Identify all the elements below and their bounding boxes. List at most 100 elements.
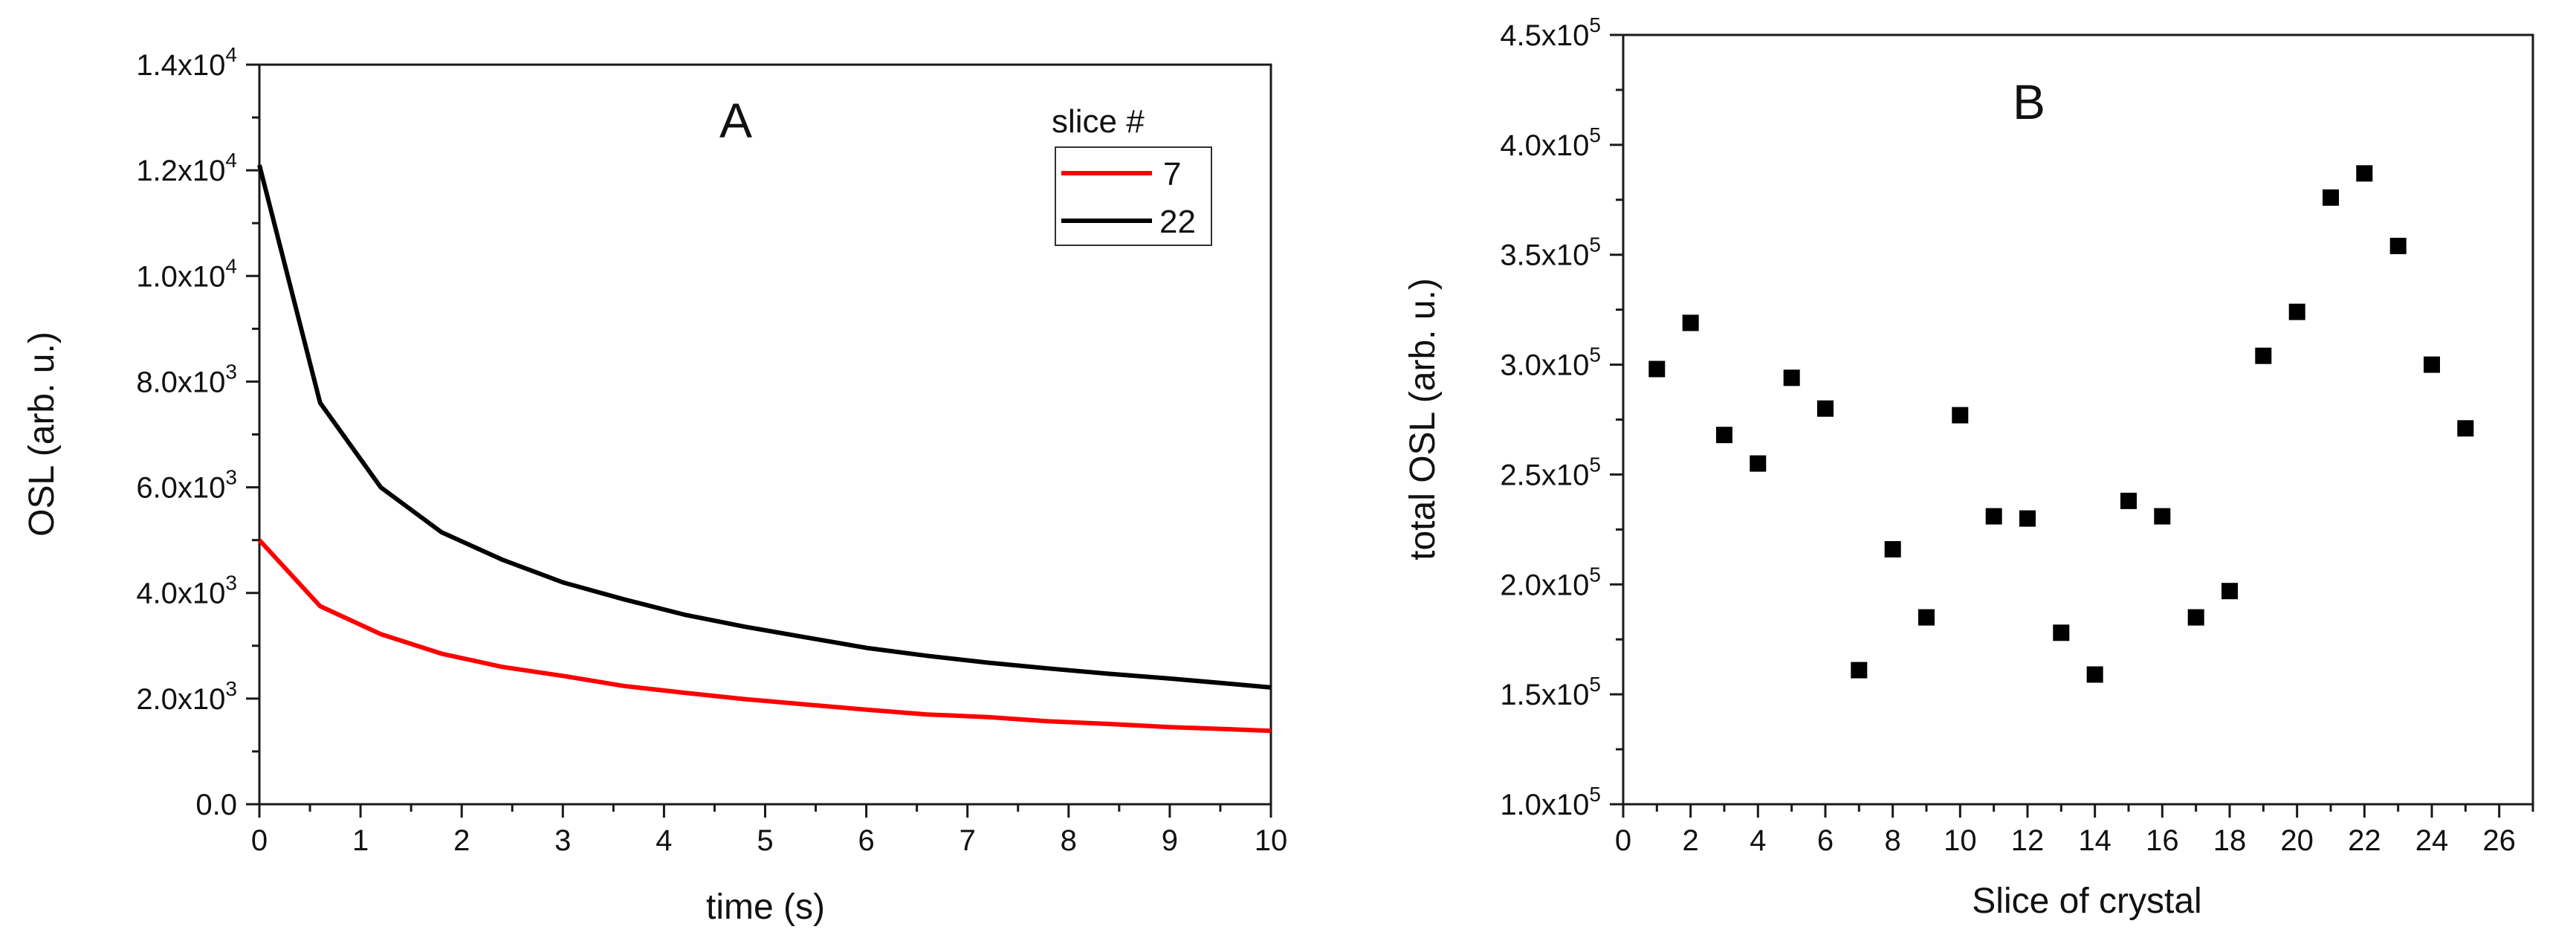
panel-b-x-tick-label: 8 (1885, 824, 1901, 857)
panel-b-x-tick-label: 2 (1683, 824, 1699, 857)
panel-b-x-tick-label: 24 (2415, 824, 2449, 857)
panel-a-legend: slice # 7 22 (1052, 103, 1212, 246)
panel-b-scatter-chart: 0 2 4 6 8 10 12 14 16 18 20 22 24 26 1.0x1051.5x1052.… (1403, 13, 2534, 921)
scatter-point-slice-24 (2424, 356, 2440, 373)
panel-b-y-tick-label: 2.0x105 (1500, 563, 1601, 601)
panel-b-y-tick-label-exponent: 5 (1589, 343, 1601, 366)
scatter-point-slice-10 (1952, 407, 1969, 424)
panel-a-y-tick-label: 8.0x103 (136, 360, 237, 398)
panel-a-x-tick-label: 9 (1162, 824, 1178, 857)
scatter-point-slice-22 (2356, 165, 2373, 182)
panel-a-y-tick-label-exponent: 3 (225, 572, 237, 595)
panel-a-y-tick-label: 1.2x104 (136, 149, 237, 187)
panel-a-y-tick-label: 0.0 (195, 789, 237, 821)
panel-a-y-tick-label-mantissa: 1.2x10 (136, 155, 225, 187)
panel-b-x-tick-label: 6 (1817, 824, 1834, 857)
scatter-point-slice-15 (2120, 492, 2137, 509)
scatter-point-slice-23 (2389, 237, 2407, 254)
panel-b-y-tick-label: 3.5x105 (1500, 233, 1601, 272)
scatter-point-slice-7 (1851, 662, 1868, 679)
panel-b-x-axis-title: Slice of crystal (1972, 882, 2201, 921)
panel-b-y-tick-label: 4.5x105 (1500, 13, 1601, 52)
panel-b-x-tick-label: 12 (2011, 824, 2045, 857)
panel-a-x-tick-label: 10 (1255, 824, 1288, 857)
panel-a-x-tick-label: 5 (757, 824, 773, 857)
panel-a-y-tick-label-exponent: 3 (225, 677, 237, 700)
panel-a-y-tick-label-exponent: 3 (225, 466, 237, 489)
panel-a-y-axis: 0.02.0x1034.0x1036.0x1038.0x1031.0x1041.… (136, 43, 259, 821)
legend-title: slice # (1052, 103, 1145, 140)
panel-b-x-tick-label: 22 (2348, 824, 2381, 857)
panel-a-x-tick-label: 7 (959, 824, 976, 857)
panel-a-y-tick-label-mantissa: 6.0x10 (136, 472, 225, 505)
panel-b-x-tick-label: 18 (2213, 824, 2247, 857)
panel-b-y-tick-label-mantissa: 3.5x10 (1500, 239, 1589, 272)
panel-a-y-tick-label: 1.0x104 (136, 254, 237, 293)
scatter-point-slice-2 (1682, 314, 1699, 332)
panel-a-x-tick-label: 8 (1061, 824, 1077, 857)
scatter-point-slice-13 (2053, 624, 2070, 641)
scatter-point-slice-18 (2221, 583, 2238, 600)
panel-b-y-tick-label: 3.0x105 (1500, 343, 1601, 382)
panel-b-y-tick-label-mantissa: 3.0x10 (1500, 349, 1589, 382)
series-line-7 (257, 538, 1272, 734)
scatter-point-slice-11 (1985, 508, 2002, 525)
legend-box (1055, 146, 1212, 246)
panel-b-y-axis-title: total OSL (arb. u.) (1403, 278, 1443, 560)
scatter-point-slice-3 (1716, 427, 1732, 444)
scatter-point-slice-4 (1750, 455, 1767, 472)
scatter-point-slice-5 (1783, 369, 1800, 387)
scatter-point-slice-20 (2288, 303, 2305, 320)
scatter-point-slice-21 (2323, 189, 2339, 206)
panel-a-x-tick-label: 4 (656, 824, 672, 857)
panel-a-y-axis-title: OSL (arb. u.) (22, 332, 62, 537)
panel-b-y-tick-label-exponent: 5 (1589, 233, 1601, 256)
panel-a-x-tick-label: 6 (858, 824, 874, 857)
scatter-point-slice-6 (1817, 400, 1834, 417)
panel-b-plot-frame (1622, 33, 2534, 806)
panel-a-y-tick-label-mantissa: 2.0x10 (136, 683, 225, 716)
panel-b-y-tick-label-exponent: 5 (1589, 783, 1601, 806)
panel-a-y-tick-label: 2.0x103 (136, 677, 237, 716)
panel-b-x-tick-label: 0 (1615, 824, 1631, 857)
scatter-point-slice-1 (1648, 360, 1666, 378)
panel-a-y-tick-label-exponent: 4 (225, 254, 237, 277)
panel-b-y-tick-label: 1.0x105 (1500, 783, 1601, 821)
panel-b-y-tick-label-exponent: 5 (1589, 563, 1601, 586)
panel-b-y-tick-label-exponent: 5 (1589, 673, 1601, 696)
panel-a-y-tick-label-mantissa: 1.0x10 (136, 260, 225, 293)
panel-a-y-tick-label-exponent: 4 (225, 149, 237, 172)
legend-label-series-7: 7 (1163, 156, 1181, 193)
scatter-point-slice-19 (2255, 347, 2272, 364)
scatter-point-slice-17 (2187, 609, 2204, 626)
scatter-point-slice-9 (1918, 609, 1935, 626)
series-line-22 (257, 164, 1272, 690)
panel-a-x-tick-label: 1 (352, 824, 369, 857)
panel-a-y-tick-label-exponent: 4 (225, 43, 237, 66)
panel-a-x-axis: 0 1 2 3 4 5 6 7 8 9 10 (251, 804, 1287, 857)
panel-a-y-tick-label: 4.0x103 (136, 572, 237, 610)
panel-a-x-tick-label: 2 (453, 824, 470, 857)
panel-a-y-tick-label-mantissa: 0.0 (195, 789, 237, 821)
scatter-point-slice-14 (2086, 666, 2103, 683)
legend-label-series-22: 22 (1159, 204, 1196, 240)
scatter-point-slice-8 (1884, 541, 1901, 557)
panel-a-x-tick-label: 3 (554, 824, 571, 857)
panel-a-x-tick-label: 0 (251, 824, 268, 857)
panel-b-x-axis: 0 2 4 6 8 10 12 14 16 18 20 22 24 26 (1615, 804, 2534, 857)
panel-b-x-tick-label: 26 (2482, 824, 2516, 857)
panel-b-y-tick-label-mantissa: 4.5x10 (1500, 19, 1589, 52)
panel-b-x-tick-label: 4 (1750, 824, 1766, 857)
panel-b-title: B (2013, 74, 2045, 129)
panel-b-y-axis: 1.0x1051.5x1052.0x1052.5x1053.0x1053.5x1… (1500, 13, 1623, 821)
panel-b-y-tick-label-mantissa: 2.0x10 (1500, 569, 1589, 601)
panel-b-x-tick-label: 14 (2078, 824, 2111, 857)
panel-b-x-tick-label: 20 (2280, 824, 2314, 857)
panel-b-y-tick-label-exponent: 5 (1589, 123, 1601, 146)
panel-b-y-tick-label: 1.5x105 (1500, 673, 1601, 711)
panel-a-y-tick-label-mantissa: 8.0x10 (136, 366, 225, 398)
panel-a-y-tick-label-mantissa: 4.0x10 (136, 578, 225, 610)
panel-b-x-tick-label: 16 (2146, 824, 2179, 857)
panel-b-y-tick-label-mantissa: 4.0x10 (1500, 129, 1589, 162)
